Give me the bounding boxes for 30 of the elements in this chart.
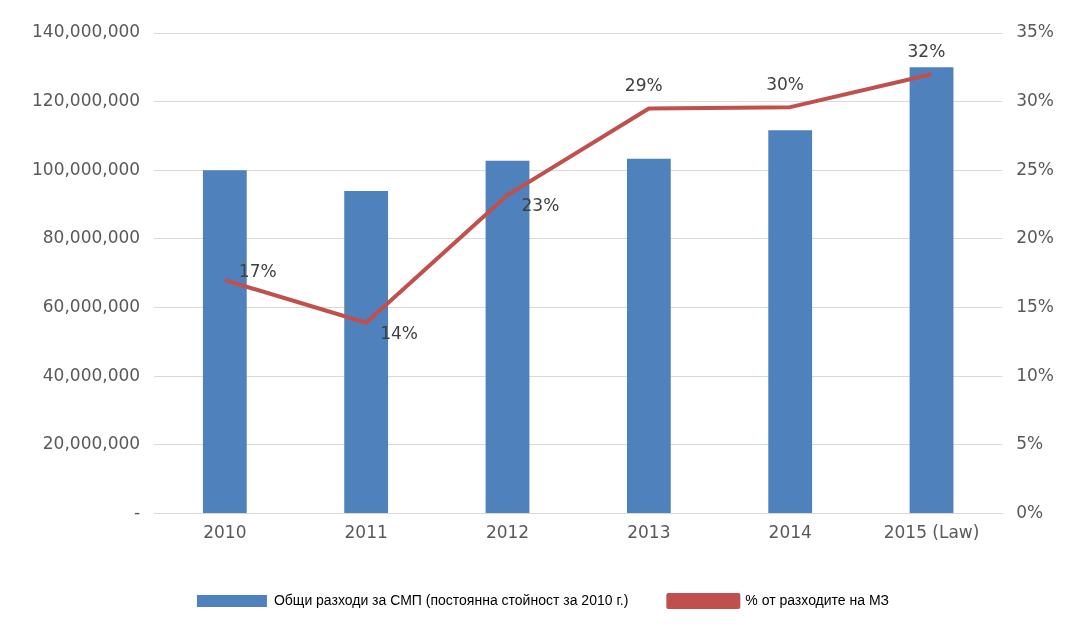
y-tick-label: 140,000,000 xyxy=(31,21,141,42)
y2-tick-label: 20% xyxy=(1016,227,1055,248)
y2-tick-label: 35% xyxy=(1016,21,1055,42)
x-tick-label: 2011 xyxy=(344,522,388,543)
y2-tick-label: 25% xyxy=(1016,158,1055,179)
y-tick-label: 20,000,000 xyxy=(42,433,141,454)
bar xyxy=(909,67,954,514)
y2-tick-label: 5% xyxy=(1016,433,1044,454)
y2-tick-label: 10% xyxy=(1016,364,1055,385)
x-tick-label: 2015 (Law) xyxy=(883,522,980,543)
y-tick-label: 120,000,000 xyxy=(31,90,141,111)
bar xyxy=(768,130,813,514)
x-tick-label: 2012 xyxy=(485,522,530,543)
y2-tick-label: 0% xyxy=(1016,502,1044,523)
y-tick-label: 80,000,000 xyxy=(42,227,141,248)
y2-tick-label: 30% xyxy=(1016,90,1055,111)
data-label: 29% xyxy=(624,74,663,95)
data-label: 32% xyxy=(907,40,946,61)
y2-tick-label: 15% xyxy=(1016,296,1055,317)
x-tick-label: 2013 xyxy=(627,522,671,543)
bar xyxy=(626,158,671,514)
x-tick-label: 2010 xyxy=(203,522,247,543)
legend-label: % от разходите на МЗ xyxy=(745,591,890,608)
x-tick-label: 2014 xyxy=(768,522,812,543)
legend-label: Общи разходи за СМП (постоянна стойност за 2010 г.) xyxy=(273,591,629,608)
y-tick-label: - xyxy=(134,502,141,523)
y-tick-label: 100,000,000 xyxy=(31,158,141,179)
data-label: 30% xyxy=(766,73,804,94)
y-tick-label: 40,000,000 xyxy=(42,364,141,385)
y-tick-label: 60,000,000 xyxy=(42,296,141,317)
